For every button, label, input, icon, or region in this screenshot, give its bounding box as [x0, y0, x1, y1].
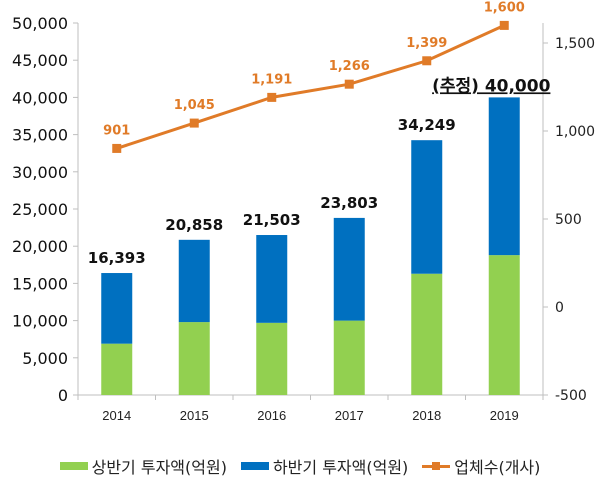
legend-swatch-second-half: [240, 462, 269, 470]
x-tick-label: 2018: [412, 408, 441, 423]
left-axis: 0 5,000 10,000 15,000 20,000 25,000 30,000 35,0…: [12, 14, 79, 405]
line-value-label: 1,045: [174, 98, 215, 113]
right-tick-label: 500: [555, 212, 582, 228]
bar-total-label-estimate: (추정) 40,000: [432, 76, 551, 96]
left-tick-label: 35,000: [12, 126, 68, 145]
legend-label: 업체수(개사): [454, 458, 541, 477]
left-tick-label: 25,000: [12, 200, 68, 219]
bar-first-half: [101, 343, 133, 395]
left-tick-label: 45,000: [12, 51, 68, 70]
line-marker: [499, 20, 509, 30]
bar-first-half: [333, 320, 365, 395]
legend-line-marker-icon: [422, 461, 451, 471]
legend-item-second-half: 하반기 투자액(억원): [240, 454, 409, 478]
left-tick-label: 5,000: [22, 349, 68, 368]
right-axis: -500 0 500 1,000 1,500: [542, 23, 595, 404]
bar-second-half: [178, 239, 210, 323]
right-tick-label: 1,000: [555, 124, 595, 140]
legend-swatch-first-half: [59, 462, 88, 470]
bar-total-label: 34,249: [398, 116, 456, 134]
legend-item-companies: 업체수(개사): [422, 454, 540, 478]
left-tick-label: 40,000: [12, 88, 68, 107]
bar-total-label: 20,858: [165, 216, 223, 234]
x-axis: 2014 2015 2016 2017 2018 2019: [74, 394, 544, 423]
legend-item-first-half: 상반기 투자액(억원): [59, 454, 227, 478]
bar-second-half: [411, 140, 443, 274]
legend-label: 상반기 투자액(억원): [91, 458, 227, 477]
left-tick-label: 0: [58, 386, 68, 405]
line-value-label: 901: [103, 123, 130, 138]
left-tick-label: 20,000: [12, 237, 68, 256]
right-tick-label: 1,500: [555, 36, 595, 52]
bar-total-label: 21,503: [243, 211, 301, 229]
line-path: [116, 24, 505, 150]
line-value-label: 1,399: [406, 36, 447, 51]
bar-second-half: [101, 273, 133, 344]
bars: [101, 97, 520, 395]
bar-total-label: 16,393: [88, 249, 146, 267]
left-tick-label: 50,000: [12, 14, 68, 33]
bar-first-half: [411, 273, 443, 395]
x-tick-label: 2015: [180, 408, 209, 423]
left-tick-label: 30,000: [12, 163, 68, 182]
left-tick-label: 10,000: [12, 312, 68, 331]
bar-first-half: [488, 255, 520, 395]
line-value-label: 1,600: [484, 0, 525, 15]
bar-total-label: 23,803: [320, 194, 378, 212]
line-marker: [112, 143, 122, 153]
right-tick-label: -500: [555, 388, 587, 404]
legend-label: 하반기 투자액(억원): [272, 458, 409, 477]
x-tick-label: 2016: [257, 408, 286, 423]
line-value-label: 1,191: [251, 72, 292, 87]
legend: 상반기 투자액(억원) 하반기 투자액(억원) 업체수(개사): [0, 454, 600, 478]
chart: 0 5,000 10,000 15,000 20,000 25,000 30,000 35,0…: [12, 0, 595, 423]
line-series: [112, 20, 509, 153]
bar-second-half: [488, 97, 520, 256]
line-value-label: 1,266: [329, 59, 370, 74]
right-tick-label: 0: [555, 300, 564, 316]
line-marker: [344, 79, 354, 89]
x-tick-label: 2014: [102, 408, 131, 423]
x-tick-label: 2019: [490, 408, 519, 423]
line-marker: [422, 56, 432, 66]
bar-first-half: [256, 322, 288, 395]
bar-first-half: [178, 322, 210, 395]
bar-second-half: [256, 235, 288, 323]
line-marker: [189, 118, 199, 128]
data-labels: 16,393 20,858 21,503 23,803 34,249 (추정) 40,00…: [88, 0, 551, 267]
line-marker: [267, 92, 277, 102]
x-tick-label: 2017: [335, 408, 364, 423]
left-tick-label: 15,000: [12, 274, 68, 293]
bar-second-half: [333, 217, 365, 321]
